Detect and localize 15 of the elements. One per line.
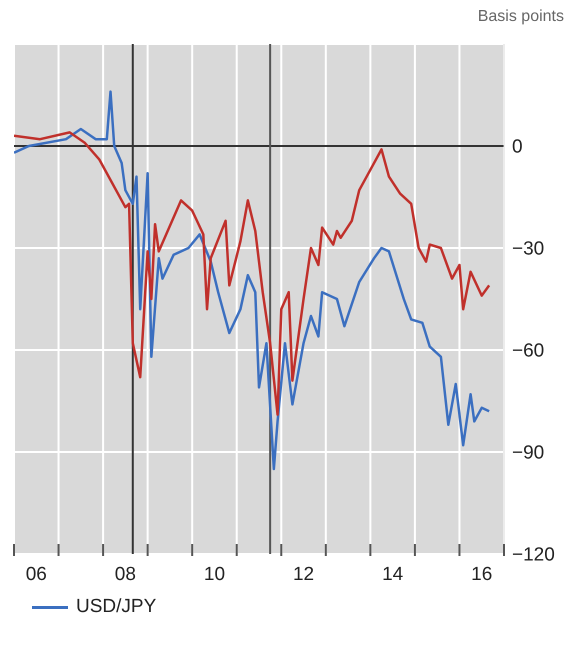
x-tick-label: 16 bbox=[471, 564, 492, 585]
y-tick-label: 0 bbox=[512, 136, 523, 158]
y-axis-title: Basis points bbox=[476, 8, 565, 27]
y-tick-label: −120 bbox=[512, 544, 555, 566]
x-tick-label: 12 bbox=[292, 564, 314, 585]
x-tick-label: 14 bbox=[382, 564, 404, 585]
x-tick-label: 08 bbox=[114, 564, 136, 585]
legend-label: USD/JPY bbox=[76, 596, 156, 618]
x-tick-label: 10 bbox=[204, 564, 226, 585]
y-tick-label: −60 bbox=[512, 340, 544, 362]
x-tick-label: 06 bbox=[26, 564, 47, 585]
y-tick-label: −30 bbox=[512, 238, 544, 260]
line-series bbox=[14, 90, 490, 470]
line-series bbox=[14, 131, 490, 416]
y-tick-label: −90 bbox=[512, 442, 544, 464]
